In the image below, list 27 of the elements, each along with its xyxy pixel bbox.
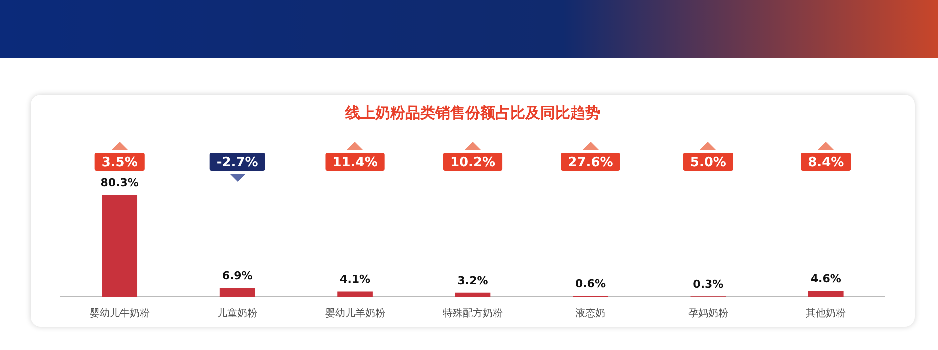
text: -2.7% xyxy=(216,155,258,170)
x-tick-label: 其他奶粉 xyxy=(806,308,846,320)
data-label: 6.9% xyxy=(222,270,253,283)
data-label: 0.3% xyxy=(693,278,724,291)
x-tick-label: 儿童奶粉 xyxy=(218,308,258,320)
text: 3.5% xyxy=(102,155,138,170)
bar xyxy=(808,291,844,297)
data-label: 3.2% xyxy=(458,274,488,288)
bar xyxy=(338,292,373,297)
data-label: 4.1% xyxy=(340,273,371,286)
text: 11.4% xyxy=(332,155,378,170)
bar xyxy=(102,195,138,297)
text: 27.6% xyxy=(568,155,614,170)
data-label: 0.6% xyxy=(575,278,606,291)
x-tick-label: 婴幼儿牛奶粉 xyxy=(90,308,150,320)
x-tick-label: 婴幼儿羊奶粉 xyxy=(325,308,386,320)
x-tick-label: 特殊配方奶粉 xyxy=(443,308,503,320)
x-tick-label: 孕妈奶粉 xyxy=(688,308,728,320)
bar xyxy=(220,288,256,297)
text: 8.4% xyxy=(808,155,844,170)
text: 5.0% xyxy=(690,155,726,170)
bar xyxy=(455,292,491,297)
text: 10.2% xyxy=(450,155,496,170)
data-label: 80.3% xyxy=(100,176,139,190)
x-tick-label: 液态奶 xyxy=(576,308,606,320)
chart-title: 线上奶粉品类销售份额占比及同比趋势 xyxy=(344,104,600,122)
data-label: 4.6% xyxy=(810,272,842,286)
